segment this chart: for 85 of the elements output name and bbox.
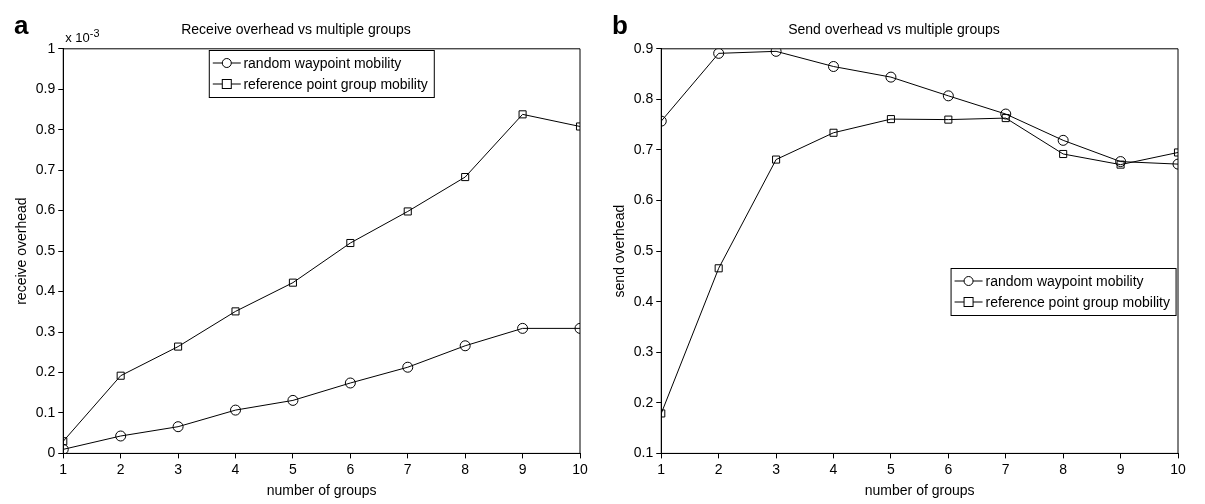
- point: [346, 238, 355, 248]
- y-tick-label: 0.3: [633, 343, 654, 360]
- y-tick-label: 0.2: [35, 363, 56, 380]
- point: [714, 264, 723, 273]
- y-tick-label: 0.6: [633, 191, 654, 208]
- point: [886, 115, 895, 124]
- point: [459, 340, 471, 352]
- y-tick-label: 0.4: [633, 292, 654, 309]
- x-tick-label: 8: [1059, 460, 1068, 477]
- x-tick-label: 5: [887, 460, 896, 477]
- legend-label: random waypoint mobility: [985, 273, 1144, 290]
- x-tick-label: 1: [59, 460, 68, 477]
- y-tick-label: 0.4: [35, 282, 56, 299]
- chart-title: Send overhead vs multiple groups: [788, 21, 1000, 38]
- y-tick-label: 0: [47, 444, 56, 461]
- point: [517, 322, 529, 334]
- point: [1115, 156, 1127, 168]
- point: [770, 48, 782, 57]
- point: [1059, 149, 1068, 159]
- x-tick-label: 9: [518, 460, 527, 477]
- point: [1001, 114, 1010, 123]
- x-tick-label: 6: [944, 460, 953, 477]
- point: [772, 155, 781, 164]
- point: [172, 421, 184, 433]
- point: [287, 394, 299, 406]
- point: [1057, 134, 1069, 146]
- x-axis-title: number of groups: [864, 482, 975, 499]
- text: x 10$^{-3}$: [65, 26, 100, 46]
- x-tick-label: 3: [174, 460, 183, 477]
- point: [944, 115, 953, 124]
- point: [713, 48, 725, 59]
- y-axis-title: send overhead: [611, 204, 628, 298]
- y-tick-label: 0.1: [633, 444, 654, 461]
- point: [942, 90, 954, 102]
- x-tick-label: 10: [1170, 460, 1186, 477]
- y-tick-label: 0.3: [35, 322, 56, 339]
- point: [116, 371, 125, 380]
- x-tick-label: 2: [116, 460, 125, 477]
- y-tick-label: 0.6: [35, 201, 56, 218]
- y-tick-label: 0.8: [35, 120, 56, 137]
- point: [288, 278, 297, 287]
- x-tick-label: 7: [403, 460, 412, 477]
- y-tick-label: 0.8: [633, 90, 654, 107]
- x-tick-label: 1: [657, 460, 666, 477]
- x-tick-label: 2: [714, 460, 723, 477]
- y-tick-label: 0.5: [633, 241, 654, 258]
- point: [1000, 108, 1012, 120]
- legend-label: random waypoint mobility: [243, 55, 402, 72]
- point: [115, 430, 127, 442]
- point: [344, 377, 356, 389]
- x-tick-label: 9: [1116, 460, 1125, 477]
- x-tick-label: 7: [1001, 460, 1010, 477]
- point: [461, 173, 470, 182]
- point: [1116, 160, 1125, 169]
- y-tick-label: 0.9: [35, 80, 56, 97]
- x-tick-label: 4: [231, 460, 240, 477]
- text: b: [612, 10, 628, 41]
- point: [829, 128, 838, 137]
- y-tick-label: 1: [47, 39, 56, 56]
- x-tick-label: 6: [346, 460, 355, 477]
- x-tick-label: 8: [461, 460, 470, 477]
- point: [518, 110, 527, 119]
- point: [230, 404, 242, 416]
- y-tick-label: 0.7: [35, 161, 56, 178]
- text: a: [14, 10, 29, 41]
- point: [402, 361, 414, 373]
- y-tick-label: 0.9: [633, 39, 654, 56]
- y-tick-label: 0.2: [633, 393, 654, 410]
- y-axis-title: receive overhead: [13, 197, 30, 305]
- chart-title: Receive overhead vs multiple groups: [181, 21, 411, 38]
- legend-label: reference point group mobility: [985, 294, 1170, 311]
- y-tick-label: 0.5: [35, 241, 56, 258]
- legend-label: reference point group mobility: [243, 76, 428, 93]
- point: [403, 207, 412, 216]
- x-axis-title: number of groups: [266, 482, 377, 499]
- point: [174, 342, 183, 351]
- point: [828, 61, 840, 72]
- x-tick-label: 10: [572, 460, 588, 477]
- y-tick-label: 0.7: [633, 140, 654, 157]
- x-tick-label: 5: [289, 460, 298, 477]
- point: [885, 71, 897, 83]
- x-tick-label: 3: [772, 460, 781, 477]
- point: [231, 307, 240, 316]
- x-tick-label: 4: [829, 460, 838, 477]
- y-tick-label: 0.1: [35, 403, 56, 420]
